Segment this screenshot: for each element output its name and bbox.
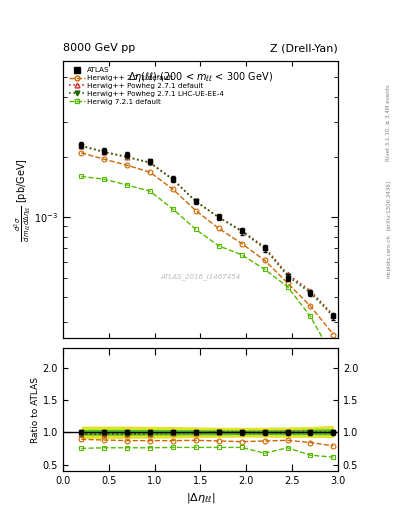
Text: $\Delta\eta(\ell\ell)$ (200 < $m_{\ell\ell}$ < 300 GeV): $\Delta\eta(\ell\ell)$ (200 < $m_{\ell\e… xyxy=(128,70,273,84)
Y-axis label: $\frac{d^2\sigma}{d\,m_{\ell\ell}\,d\Delta\eta_{\ell\ell}}$ [pb/GeV]: $\frac{d^2\sigma}{d\,m_{\ell\ell}\,d\Del… xyxy=(12,158,33,242)
X-axis label: $|\Delta\eta_{\ell\ell}|$: $|\Delta\eta_{\ell\ell}|$ xyxy=(186,492,215,505)
Text: Z (Drell-Yan): Z (Drell-Yan) xyxy=(270,43,338,53)
Text: [arXiv:1306.3436]: [arXiv:1306.3436] xyxy=(386,180,391,230)
Text: mcplots.cern.ch: mcplots.cern.ch xyxy=(386,234,391,278)
Text: Rivet 3.1.10, ≥ 3.4M events: Rivet 3.1.10, ≥ 3.4M events xyxy=(386,84,391,161)
Text: 8000 GeV pp: 8000 GeV pp xyxy=(63,43,135,53)
Y-axis label: Ratio to ATLAS: Ratio to ATLAS xyxy=(31,377,40,442)
Legend: ATLAS, Herwig++ 2.7.1 default, Herwig++ Powheg 2.7.1 default, Herwig++ Powheg 2.: ATLAS, Herwig++ 2.7.1 default, Herwig++ … xyxy=(66,65,227,107)
Text: ATLAS_2016_I1467454: ATLAS_2016_I1467454 xyxy=(160,274,241,281)
